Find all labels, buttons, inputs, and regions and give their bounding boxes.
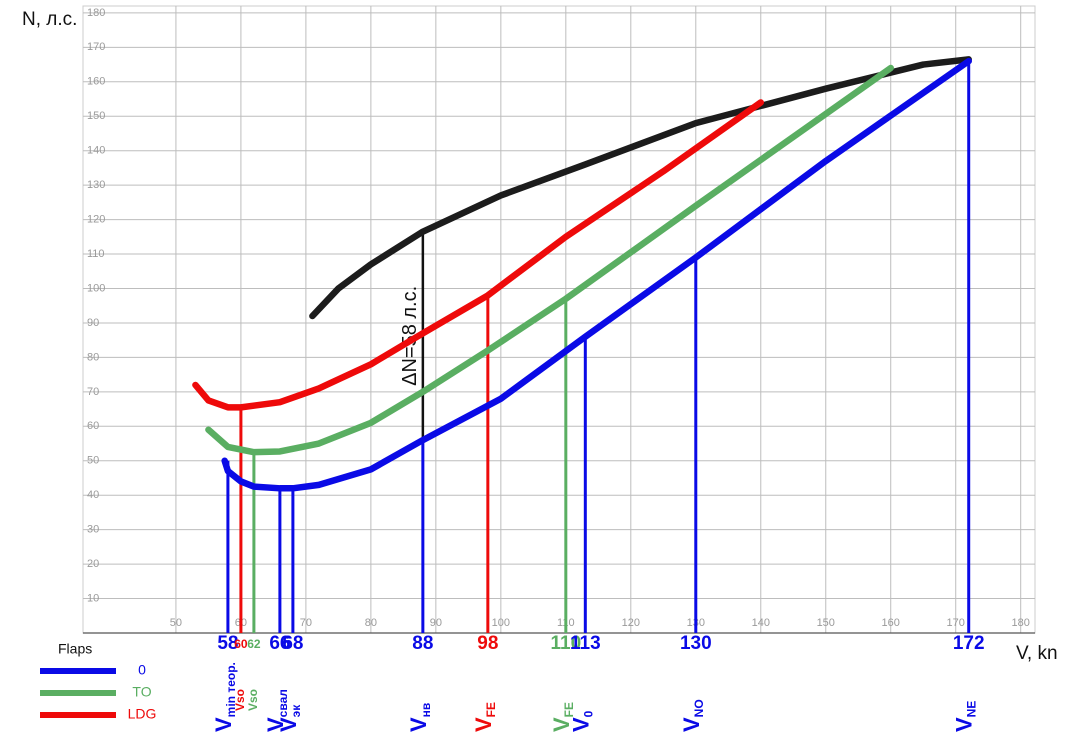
speed-label-main: Vso [233,689,247,711]
y-tick-label: 150 [87,110,105,122]
series-line [192,99,765,411]
x-tick-label: 70 [300,617,312,629]
y-tick-label: 180 [87,7,105,19]
legend-label: LDG [128,706,157,722]
speed-value: 66 [269,633,290,654]
x-tick-label: 160 [882,617,900,629]
speed-value: 110 [550,633,581,654]
speed-value: 58 [217,633,238,654]
legend-title: Flaps [58,641,92,657]
speed-label-sub: свал [276,689,290,717]
plot-area [82,5,1036,634]
speed-label-main: V [679,717,704,732]
speed-label: VFE [549,702,576,732]
x-tick-label: 80 [365,617,377,629]
legend-label: 0 [138,662,146,678]
speed-label: Vso [246,689,260,711]
speed-label-sub: FE [484,702,498,717]
x-tick-label: 90 [430,617,442,629]
speed-label-sub: нв [419,703,433,718]
y-tick-label: 70 [87,386,99,398]
y-tick-label: 110 [87,248,105,260]
speed-value: 130 [680,633,712,654]
y-tick-label: 170 [87,41,105,53]
y-axis-label: N, л.с. [22,9,77,30]
speed-label-main: V [549,717,574,732]
speed-label-main: V [263,717,288,732]
speed-label-main: Vso [246,689,260,711]
speed-label: V0 [568,710,595,732]
speed-value: 172 [953,633,985,654]
speed-label-sub: эк [289,704,303,718]
annotation: ΔN=58 л.с. [399,286,421,386]
speed-value: 62 [247,637,261,651]
y-tick-label: 120 [87,213,105,225]
y-tick-label: 30 [87,524,99,536]
x-tick-label: 180 [1012,617,1030,629]
speed-value: 113 [570,633,601,654]
speed-label-sub: min теор. [224,662,238,717]
speed-label: Vso [233,689,247,711]
y-tick-label: 50 [87,455,99,467]
x-tick-label: 100 [492,617,510,629]
speed-label-sub: 0 [581,710,595,717]
x-tick-label: 120 [622,617,640,629]
speed-label-main: V [276,717,301,732]
y-tick-label: 80 [87,351,99,363]
y-tick-label: 130 [87,179,105,191]
y-tick-label: 140 [87,145,105,157]
speed-label: Vсвал [263,689,290,732]
speed-label: VNO [679,699,706,732]
y-tick-label: 10 [87,592,99,604]
y-tick-label: 90 [87,317,99,329]
speed-label-sub: NE [965,701,979,718]
speed-label: Vнв [406,703,433,732]
y-tick-label: 60 [87,420,99,432]
speed-label-main: V [406,717,431,732]
x-tick-label: 150 [817,617,835,629]
speed-value: 88 [412,633,433,654]
speed-label-sub: FE [562,702,576,717]
y-tick-label: 40 [87,489,99,501]
y-tick-label: 20 [87,558,99,570]
x-tick-label: 170 [947,617,965,629]
x-tick-label: 140 [752,617,770,629]
speed-value: 60 [234,637,248,651]
speed-label: VFE [471,702,498,732]
speed-label-main: V [568,717,593,732]
y-tick-label: 160 [87,76,105,88]
y-tick-label: 100 [87,282,105,294]
series-line [221,57,972,492]
speed-label-main: V [471,717,496,732]
x-tick-label: 50 [170,617,182,629]
speed-label-main: V [211,717,236,732]
speed-label-sub: NO [692,699,706,717]
speed-label: Vэк [276,704,303,732]
speed-value: 68 [282,633,303,654]
speed-label: Vmin теор. [211,662,238,732]
speed-value: 98 [477,633,498,654]
x-axis-label: V, kn [1016,643,1058,664]
speed-label: VNE [952,701,979,732]
legend-label: TO [132,684,151,700]
speed-label-main: V [952,717,977,732]
series-line [205,64,894,456]
